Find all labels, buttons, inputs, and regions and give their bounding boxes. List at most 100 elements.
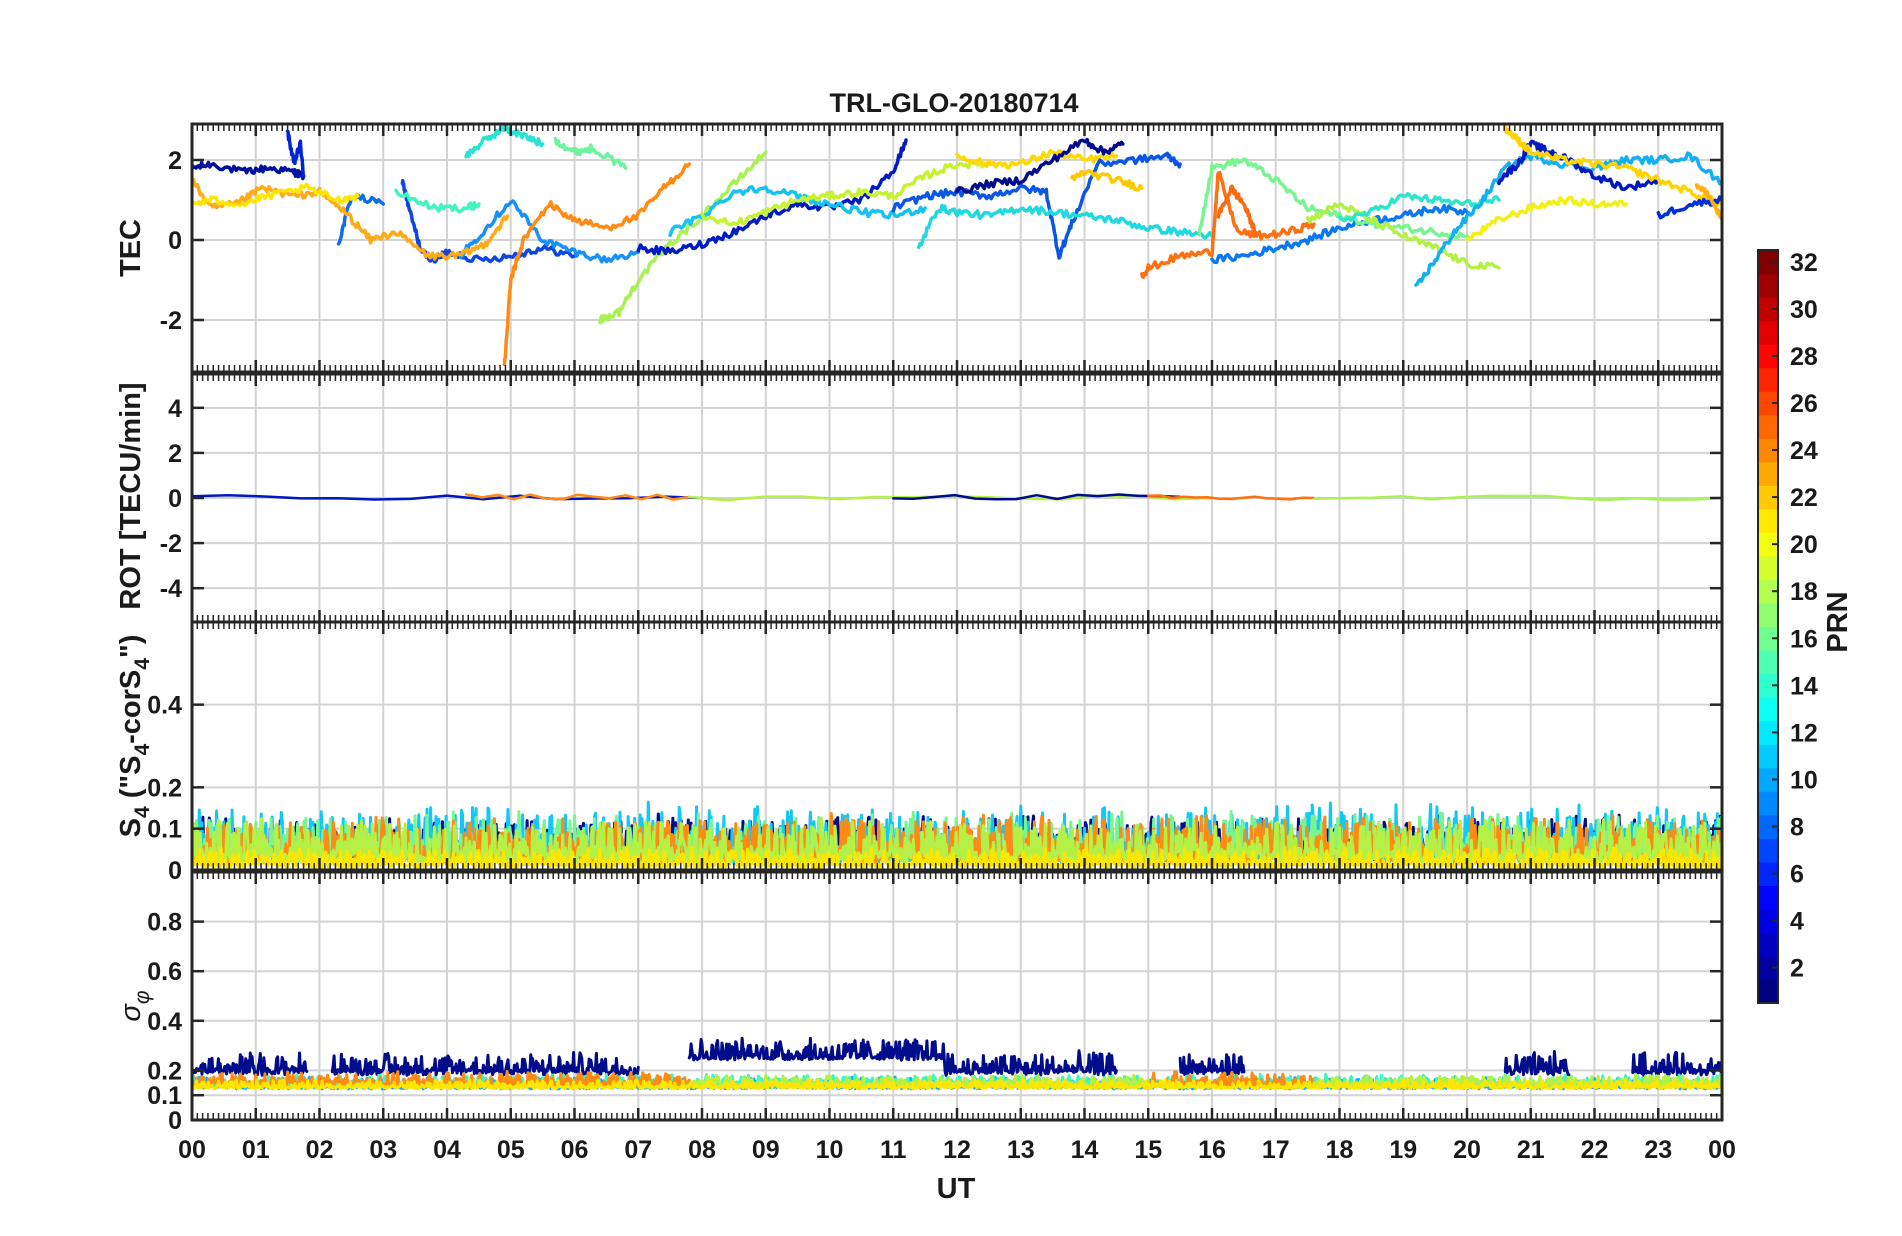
x-tick-label: 00	[1708, 1136, 1736, 1164]
tec-series-prn-6	[891, 151, 1182, 260]
s4-ylabel-sub: 4	[131, 806, 154, 818]
colorbar-tick-label: 4	[1790, 908, 1804, 936]
rot-series-prn-23	[464, 493, 691, 501]
x-tick-label: 23	[1644, 1136, 1672, 1164]
x-tick-label: 22	[1581, 1136, 1609, 1164]
tec-series-prn-13	[917, 203, 1214, 249]
colorbar-segment	[1758, 250, 1778, 275]
colorbar-segment	[1758, 673, 1778, 698]
rot-series-prn-17	[1312, 494, 1722, 502]
colorbar-tick-label: 20	[1790, 531, 1818, 559]
rot-panel: -4 -2 0 2 4	[160, 372, 1724, 624]
sigma-phi-ytick-label: 0.6	[147, 958, 182, 986]
s4-ytick-label: 0.2	[147, 774, 182, 802]
colorbar-label: PRN	[1822, 591, 1854, 652]
x-tick-label: 08	[688, 1136, 716, 1164]
tec-ylabel: TEC	[115, 219, 147, 277]
x-tick-label: 02	[306, 1136, 334, 1164]
tec-series-prn-4	[1656, 195, 1722, 220]
sigma-phi-series-prn-20	[192, 1077, 1722, 1091]
x-tick-label: 05	[497, 1136, 525, 1164]
tec-series-prn-9	[458, 199, 641, 264]
sigma-phi-ylabel-sub: φ	[131, 990, 154, 1004]
colorbar-segment	[1758, 438, 1778, 463]
tec-series-prn-20	[1465, 195, 1629, 242]
s4-ytick-label: 0	[168, 857, 182, 885]
sigma-phi-panel: 00.10.2 0.4 0.6 0.8 00 01 02 03 04 05 06 07 08 09 10 11…	[147, 870, 1736, 1164]
colorbar-segment	[1758, 485, 1778, 510]
tec-series-prn-18	[700, 158, 991, 227]
colorbar-frame	[1757, 249, 1779, 1004]
colorbar-tick-label: 32	[1790, 249, 1818, 277]
tec-series-prn-16	[553, 136, 628, 170]
tec-series-prn-4	[285, 129, 306, 178]
tec-series-prn-5	[400, 178, 577, 264]
s4-ylabel: S4 ("S4-corS4")	[115, 635, 154, 838]
s4-ylabel-main: S	[115, 818, 147, 837]
colorbar-segment	[1758, 908, 1778, 934]
x-tick-label: 03	[369, 1136, 397, 1164]
rot-ylabel: ROT [TECU/min]	[115, 382, 147, 609]
colorbar-segment	[1758, 508, 1778, 533]
s4-ylabel-end: ")	[115, 635, 147, 658]
colorbar-segment	[1758, 367, 1778, 392]
sigma-phi-series-prn-2	[1178, 1053, 1246, 1077]
x-tick-label: 18	[1326, 1136, 1354, 1164]
tec-series-prn-23	[502, 162, 692, 367]
sigma-phi-ticks	[190, 872, 1724, 1122]
rot-ytick-label: 2	[168, 440, 182, 468]
x-tick-label: 15	[1134, 1136, 1162, 1164]
s4-ylabel-sub3: 4	[131, 658, 154, 670]
colorbar-tick-label: 28	[1790, 343, 1818, 371]
tec-series-prn-2	[192, 160, 306, 181]
sigma-phi-series-group	[192, 1036, 1722, 1091]
colorbar-segment	[1758, 273, 1778, 298]
colorbar-segment	[1758, 650, 1778, 675]
figure-title: TRL-GLO-20180714	[829, 88, 1078, 118]
colorbar-segment	[1758, 297, 1778, 322]
tec-series-prn-20	[192, 182, 360, 208]
x-tick-label: 11	[880, 1136, 907, 1164]
s4-panel: 0 0.1 0.2 0.4	[147, 620, 1724, 885]
sigma-phi-ytick-label: 0	[168, 1107, 182, 1135]
colorbar-segment	[1758, 414, 1778, 439]
x-tick-label: 01	[242, 1136, 270, 1164]
x-tick-label: 09	[752, 1136, 780, 1164]
s4-ylabel-mid2: -corS	[115, 670, 147, 744]
tec-series-prn-21	[1070, 168, 1144, 192]
x-axis-label: UT	[937, 1173, 976, 1205]
rot-ytick-label: 4	[168, 395, 182, 423]
colorbar-segment	[1758, 791, 1778, 816]
sigma-phi-series-prn-2	[1503, 1050, 1571, 1077]
sigma-phi-ytick-label: 0.2	[147, 1057, 182, 1085]
colorbar-tick-label: 22	[1790, 484, 1818, 512]
rot-ytick-label: -4	[160, 575, 182, 603]
colorbar-segment	[1758, 885, 1778, 910]
s4-ylabel-mid: ("S	[115, 756, 147, 807]
tec-series-prn-22	[1694, 183, 1722, 222]
rot-series-prn-1	[892, 493, 1182, 501]
colorbar-tick-label: 10	[1790, 766, 1818, 794]
s4-ticks	[190, 622, 1724, 872]
rot-series-group	[192, 493, 1722, 502]
x-tick-label: 17	[1262, 1136, 1290, 1164]
tec-series-prn-1	[955, 137, 1125, 194]
sigma-phi-ylabel: σφ	[115, 990, 154, 1022]
colorbar-segment	[1758, 555, 1778, 581]
colorbar-tick-label: 14	[1790, 672, 1818, 700]
sigma-phi-ytick-label: 0.8	[147, 909, 182, 937]
x-tick-label: 06	[561, 1136, 589, 1164]
x-tick-label: 19	[1389, 1136, 1417, 1164]
colorbar-segment	[1758, 744, 1778, 769]
colorbar-segment	[1758, 461, 1778, 486]
rot-series-prn-24	[1147, 494, 1316, 501]
colorbar-tick-label: 8	[1790, 814, 1804, 842]
colorbar-segment	[1758, 602, 1778, 628]
sigma-phi-series-prn-2	[330, 1051, 640, 1077]
x-tick-label: 14	[1071, 1136, 1099, 1164]
tec-series-prn-14	[464, 124, 545, 159]
colorbar-segment	[1758, 932, 1778, 957]
x-tick-label: 13	[1007, 1136, 1035, 1164]
tec-ytick-label: 2	[168, 147, 182, 175]
